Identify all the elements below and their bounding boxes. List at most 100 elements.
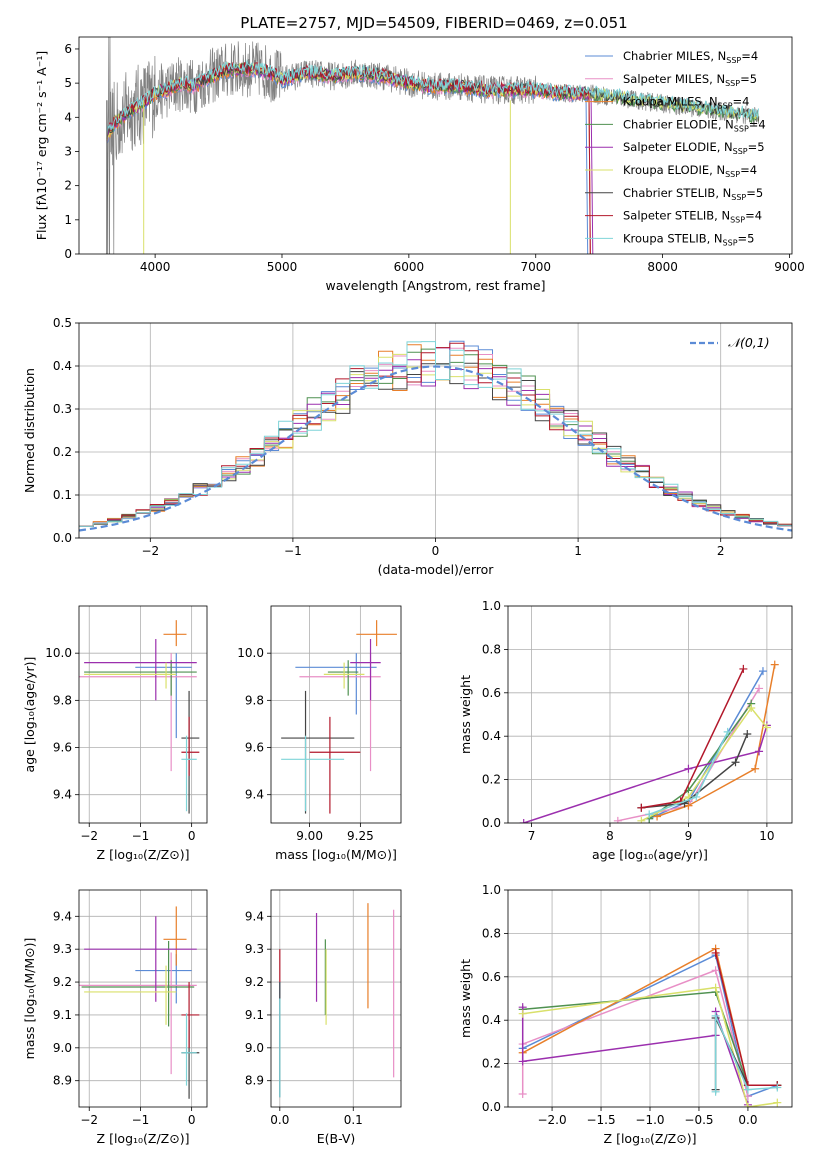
y-tick-label: 0.4	[482, 1013, 501, 1027]
axes-frame	[270, 889, 402, 1108]
y-tick-label: 9.1	[245, 1008, 264, 1022]
mass-weight-marker	[739, 664, 748, 673]
mass-weight-marker	[645, 810, 654, 819]
x-tick-label: −2.0	[537, 1113, 566, 1127]
errorbar-point	[79, 653, 197, 772]
y-tick-label: 0.8	[482, 926, 501, 940]
errorbar-point	[295, 653, 377, 715]
gaussian-reference-line	[79, 365, 792, 532]
errorbar-point	[84, 639, 197, 701]
axes-frame	[78, 36, 793, 255]
x-tick-label: 0	[432, 544, 440, 558]
y-tick-label: 8.9	[245, 1074, 264, 1088]
errorbar-point	[299, 653, 381, 772]
x-tick-label: 1	[574, 544, 582, 558]
errorbar-point	[84, 916, 197, 1002]
y-tick-label: 8.9	[53, 1074, 72, 1088]
mass-weight-line	[522, 986, 778, 1107]
errorbar-point	[81, 940, 195, 1027]
x-tick-label: 8	[606, 829, 614, 843]
mass-weight-vs-age-axes: 7 8 9 10 0.0 0.2 0.4 0.6 0.8 1.0 age [log₁₀(age/yr…	[458, 599, 793, 862]
residuals-axes: −2 −1 0 1 2 0.0 0.1 0.2 0.3 0.4 0.5 (data-model)/er…	[22, 316, 793, 577]
y-tick-label: 0.6	[482, 970, 501, 984]
errorbar-point	[327, 660, 359, 696]
mass-weight-marker	[755, 747, 764, 756]
x-axis-label: Z [log₁₀(Z/Z⊙)]	[97, 1131, 190, 1146]
y-tick-label: 6	[64, 42, 72, 56]
mass-weight-marker	[637, 816, 646, 823]
axes-frame	[270, 605, 402, 824]
y-tick-label: 9.0	[245, 1041, 264, 1055]
y-tick-label: 0.2	[482, 773, 501, 787]
x-axis-label: age [log₁₀(age/yr)]	[592, 847, 708, 862]
x-tick-label: 0	[188, 1113, 196, 1127]
errorbar-point	[323, 662, 365, 689]
x-tick-label: 6000	[394, 260, 425, 274]
mass-vs-EBV-panel: 0.0 0.1 8.9 9.0 9.1 9.2 9.3 9.4 E(B-V)	[245, 889, 402, 1146]
mass-weight-marker	[711, 966, 720, 975]
errorbar-point	[79, 952, 197, 1075]
mass-weight-marker	[613, 816, 622, 823]
mass-weight-marker	[762, 723, 771, 732]
x-tick-label: 2	[717, 544, 725, 558]
x-tick-label: 0.0	[738, 1113, 757, 1127]
errorbar-point	[135, 954, 192, 1004]
legend-entry: Kroupa ELODIE, NSSP=4	[623, 163, 757, 179]
y-axis-label: Flux [fλ10⁻¹⁷ erg cm⁻² s⁻¹ A⁻¹]	[34, 51, 49, 240]
mass-weight-marker	[711, 948, 720, 957]
gaussian-legend-label: 𝒩(0,1)	[728, 335, 770, 350]
mass-weight-marker	[731, 758, 740, 767]
mass-weight-marker	[692, 792, 701, 801]
y-tick-label: 0	[64, 247, 72, 261]
x-tick-label: 0.0	[270, 1113, 289, 1127]
y-tick-label: 0.8	[482, 642, 501, 656]
y-tick-label: 0.4	[53, 359, 72, 373]
y-tick-label: 5	[64, 76, 72, 90]
errorbar-point	[309, 716, 361, 814]
errorbar-point	[181, 1013, 197, 1086]
mass-weight-line	[523, 725, 768, 823]
x-axis-label: mass [log₁₀(M/M⊙)]	[275, 847, 397, 862]
y-axis-label: age [log₁₀(age/yr)]	[22, 657, 37, 773]
y-tick-label: 9.4	[245, 909, 264, 923]
y-tick-label: 9.3	[53, 942, 72, 956]
mass-weight-marker	[747, 703, 756, 712]
x-axis-label: (data-model)/error	[378, 562, 495, 577]
mass-weight-marker	[711, 983, 720, 992]
mass-vs-EBV-axes: 0.0 0.1 8.9 9.0 9.1 9.2 9.3 9.4 E(B-V)	[245, 889, 402, 1146]
y-tick-label: 9.2	[53, 975, 72, 989]
y-tick-label: 0.6	[482, 686, 501, 700]
residuals-plot-area	[79, 340, 792, 532]
y-tick-label: 9.3	[245, 942, 264, 956]
mass-weight-marker	[518, 1009, 527, 1018]
x-tick-label: 10	[759, 829, 774, 843]
x-tick-label: 0	[188, 829, 196, 843]
legend-entry: Chabrier STELIB, NSSP=5	[623, 186, 763, 202]
figure-title: PLATE=2757, MJD=54509, FIBERID=0469, z=0…	[240, 14, 627, 32]
age-vs-mass-axes: 9.00 9.25 9.4 9.6 9.8 10.0 mass [log₁₀(M/M⊙)]	[237, 605, 402, 862]
spectrum-axes: 4000 5000 6000 7000 8000 9000 0 1 2 3 4 5 6 wavelengt…	[34, 36, 805, 293]
axes-frame	[78, 605, 208, 824]
errorbar-point	[181, 735, 197, 812]
mass-weight-marker	[743, 1103, 752, 1107]
y-tick-label: 9.4	[53, 788, 72, 802]
x-tick-label: 8000	[647, 260, 678, 274]
legend-entry: Salpeter MILES, NSSP=5	[623, 72, 757, 88]
y-tick-label: 0.1	[53, 488, 72, 502]
x-tick-label: −2	[80, 829, 98, 843]
errorbar-point	[135, 653, 192, 739]
errorbar-point	[84, 965, 177, 1025]
y-axis-label: mass [log₁₀(M/M⊙)]	[22, 938, 37, 1060]
y-tick-label: 0.4	[482, 729, 501, 743]
y-tick-label: 2	[64, 179, 72, 193]
x-tick-label: 7	[528, 829, 536, 843]
y-tick-label: 0.5	[53, 316, 72, 330]
x-tick-label: 4000	[140, 260, 171, 274]
age-vs-mass-plot-area	[281, 620, 397, 814]
y-tick-label: 9.6	[245, 741, 264, 755]
age-vs-Z-axes: −2 −1 0 9.4 9.6 9.8 10.0 Z [log₁₀(Z/Z⊙)] age [lo…	[22, 605, 208, 862]
age-vs-Z-plot-area	[79, 620, 200, 814]
residuals-panel: −2 −1 0 1 2 0.0 0.1 0.2 0.3 0.4 0.5 (data-model)/er…	[22, 316, 793, 577]
x-tick-label: −2	[80, 1113, 98, 1127]
